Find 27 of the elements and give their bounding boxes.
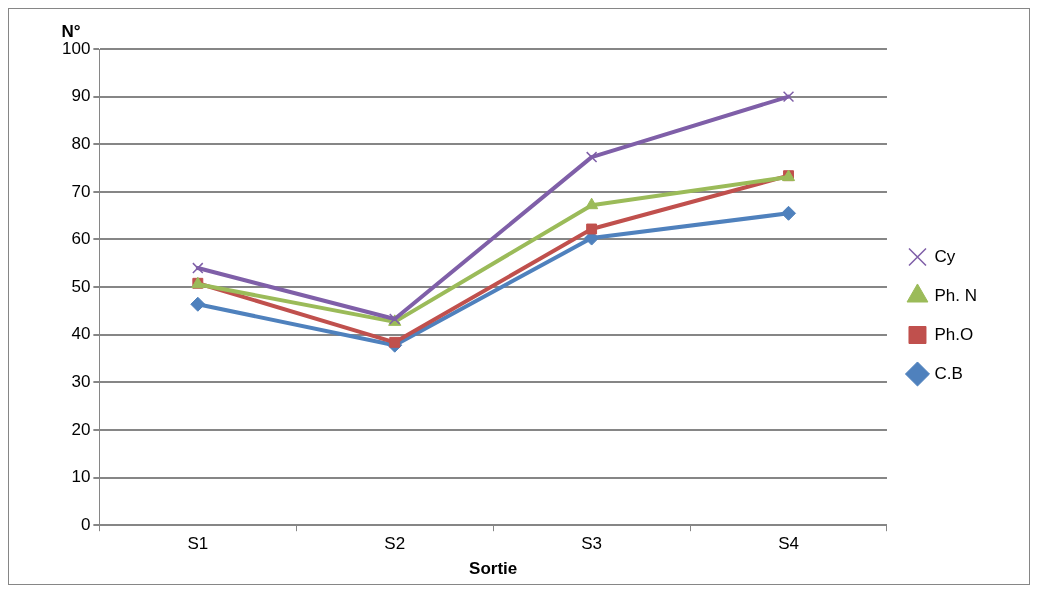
y-tick-label: 10 xyxy=(71,467,91,487)
legend-label: Ph.O xyxy=(934,324,974,344)
point xyxy=(585,151,598,163)
point xyxy=(389,336,401,348)
y-tick-label: 30 xyxy=(71,372,91,392)
y-tick-label: 70 xyxy=(71,181,91,201)
legend-label: C.B xyxy=(934,363,963,383)
y-tick-label: 50 xyxy=(71,276,91,296)
legend-label: Ph. N xyxy=(934,285,978,305)
legend-label: Cy xyxy=(934,246,956,266)
point xyxy=(782,90,795,103)
point xyxy=(192,262,204,274)
y-tick-label: 90 xyxy=(71,86,91,106)
point xyxy=(190,296,206,312)
x-axis-title: Sortie xyxy=(469,559,518,579)
point xyxy=(586,223,598,235)
point xyxy=(585,197,599,210)
y-tick-label: 20 xyxy=(71,419,91,439)
x-tick-label: S2 xyxy=(384,534,406,554)
y-tick-label: 60 xyxy=(71,229,91,249)
y-tick-label: 80 xyxy=(71,133,91,153)
y-tick-label: 0 xyxy=(80,514,91,534)
y-tick-label: 40 xyxy=(71,324,91,344)
point xyxy=(781,205,797,221)
x-tick-label: S3 xyxy=(581,534,603,554)
x-tick-label: S4 xyxy=(778,534,799,554)
x-tick-label: S1 xyxy=(187,534,209,554)
